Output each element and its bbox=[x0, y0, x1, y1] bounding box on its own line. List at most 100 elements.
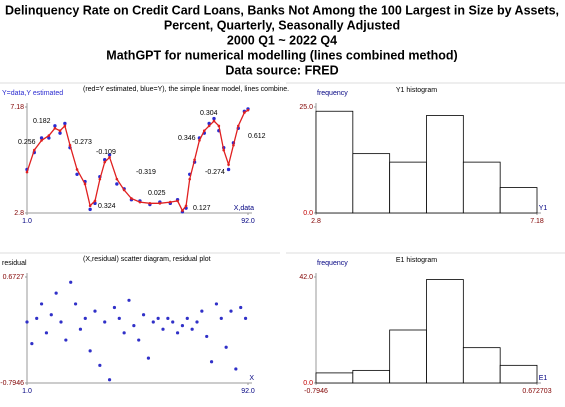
x-tick-label: 2.8 bbox=[311, 218, 321, 225]
estimate-point bbox=[115, 177, 119, 181]
residual-point bbox=[30, 342, 34, 346]
data-point bbox=[107, 153, 112, 157]
data-point bbox=[88, 207, 92, 212]
estimate-point bbox=[227, 163, 230, 166]
residual-point bbox=[103, 320, 107, 324]
chart-title: E1 histogram bbox=[396, 257, 437, 264]
estimate-point bbox=[58, 129, 62, 133]
residual-point bbox=[151, 320, 155, 324]
x-tick-label: 1.0 bbox=[22, 388, 32, 395]
estimate-point bbox=[47, 134, 51, 137]
y-tick-label: 42.0 bbox=[299, 274, 313, 281]
residual-point bbox=[243, 316, 248, 320]
estimate-point bbox=[207, 124, 211, 128]
y-tick-label: -0.7946 bbox=[0, 380, 24, 387]
y-tick-label: 7.18 bbox=[10, 104, 24, 111]
estimate-point bbox=[212, 119, 216, 123]
annotation: -0.273 bbox=[72, 139, 92, 146]
estimate-point bbox=[75, 168, 79, 171]
annotation: 0.346 bbox=[178, 135, 196, 142]
residual-point bbox=[234, 367, 238, 371]
x-tick-label: 1.0 bbox=[22, 218, 32, 225]
estimate-point bbox=[98, 177, 102, 181]
estimate-point bbox=[246, 108, 250, 112]
histogram-bar bbox=[499, 364, 538, 384]
residual-point bbox=[127, 298, 131, 302]
estimate-point bbox=[236, 124, 240, 128]
x-axis-label: E1 bbox=[539, 375, 548, 382]
residual-point bbox=[132, 323, 136, 328]
residual-point bbox=[44, 331, 49, 335]
residual-point bbox=[156, 316, 160, 320]
estimate-point bbox=[25, 170, 29, 174]
histogram-bar bbox=[352, 153, 391, 214]
estimate-point bbox=[243, 111, 246, 114]
estimate-point bbox=[148, 202, 152, 205]
residual-point bbox=[35, 316, 39, 320]
chart-title: (red=Y estimated, blue=Y), the simple li… bbox=[83, 86, 289, 93]
residual-point bbox=[224, 345, 228, 349]
estimate-point bbox=[53, 126, 57, 130]
estimate-point bbox=[184, 204, 188, 208]
x-tick-label: 92.0 bbox=[241, 218, 255, 225]
estimate-point bbox=[108, 156, 111, 159]
residual-point bbox=[209, 360, 214, 364]
y-axis-label: Y=data,Y estimated bbox=[2, 90, 63, 97]
residual-point bbox=[112, 305, 117, 310]
estimate-point bbox=[40, 139, 43, 142]
residual-point bbox=[122, 331, 126, 335]
histogram-bar bbox=[389, 329, 427, 384]
estimate-point bbox=[158, 202, 162, 205]
title-line: Data source: FRED bbox=[225, 63, 338, 77]
estimate-point bbox=[138, 200, 142, 204]
residual-point bbox=[83, 316, 87, 320]
estimate-point bbox=[68, 143, 72, 147]
estimate-point bbox=[202, 129, 206, 133]
estimate-point bbox=[198, 139, 201, 142]
residual-point bbox=[239, 305, 243, 310]
data-point bbox=[115, 182, 119, 186]
y-axis-label: residual bbox=[2, 260, 27, 267]
residual-point bbox=[195, 320, 199, 324]
residual-point bbox=[146, 356, 151, 360]
x-tick-label: 92.0 bbox=[241, 388, 255, 395]
histogram-bar bbox=[389, 161, 427, 214]
data-point bbox=[226, 167, 231, 172]
annotation: 0.127 bbox=[193, 205, 211, 212]
title-line: MathGPT for numerical modelling (lines c… bbox=[106, 48, 457, 62]
x-tick-label: -0.7946 bbox=[304, 388, 328, 395]
annotation: 0.304 bbox=[200, 110, 218, 117]
annotation: 0.612 bbox=[248, 133, 266, 140]
x-axis-label: Y1 bbox=[539, 205, 548, 212]
x-axis-label: X bbox=[249, 375, 254, 382]
estimate-point bbox=[32, 148, 36, 152]
y-axis-label: frequency bbox=[317, 90, 348, 97]
estimate-point bbox=[168, 200, 172, 204]
estimate-point bbox=[176, 199, 179, 203]
residual-point bbox=[98, 363, 102, 367]
residual-point bbox=[200, 309, 204, 313]
residual-point bbox=[88, 349, 92, 353]
y-tick-label: 2.8 bbox=[14, 210, 24, 217]
chart-title: Y1 histogram bbox=[396, 87, 437, 94]
residual-point bbox=[171, 320, 175, 324]
data-point bbox=[75, 172, 79, 176]
residual-point bbox=[64, 338, 68, 342]
histogram-bar bbox=[426, 279, 464, 384]
estimate-point bbox=[63, 124, 67, 128]
estimate-point bbox=[232, 143, 235, 147]
residual-point bbox=[161, 327, 165, 331]
y-tick-label: 0.0 bbox=[303, 210, 313, 217]
estimate-point bbox=[83, 182, 87, 186]
annotation: 0.256 bbox=[18, 139, 36, 146]
residual-point bbox=[141, 313, 146, 317]
residual-point bbox=[107, 378, 112, 382]
y-tick-label: 0.0 bbox=[303, 380, 313, 387]
residual-point bbox=[137, 338, 141, 342]
residual-point bbox=[73, 302, 78, 306]
residual-point bbox=[219, 316, 223, 320]
histogram-bar bbox=[426, 115, 464, 214]
residual-point bbox=[190, 327, 194, 331]
estimate-point bbox=[181, 209, 184, 212]
residual-point bbox=[166, 316, 170, 320]
